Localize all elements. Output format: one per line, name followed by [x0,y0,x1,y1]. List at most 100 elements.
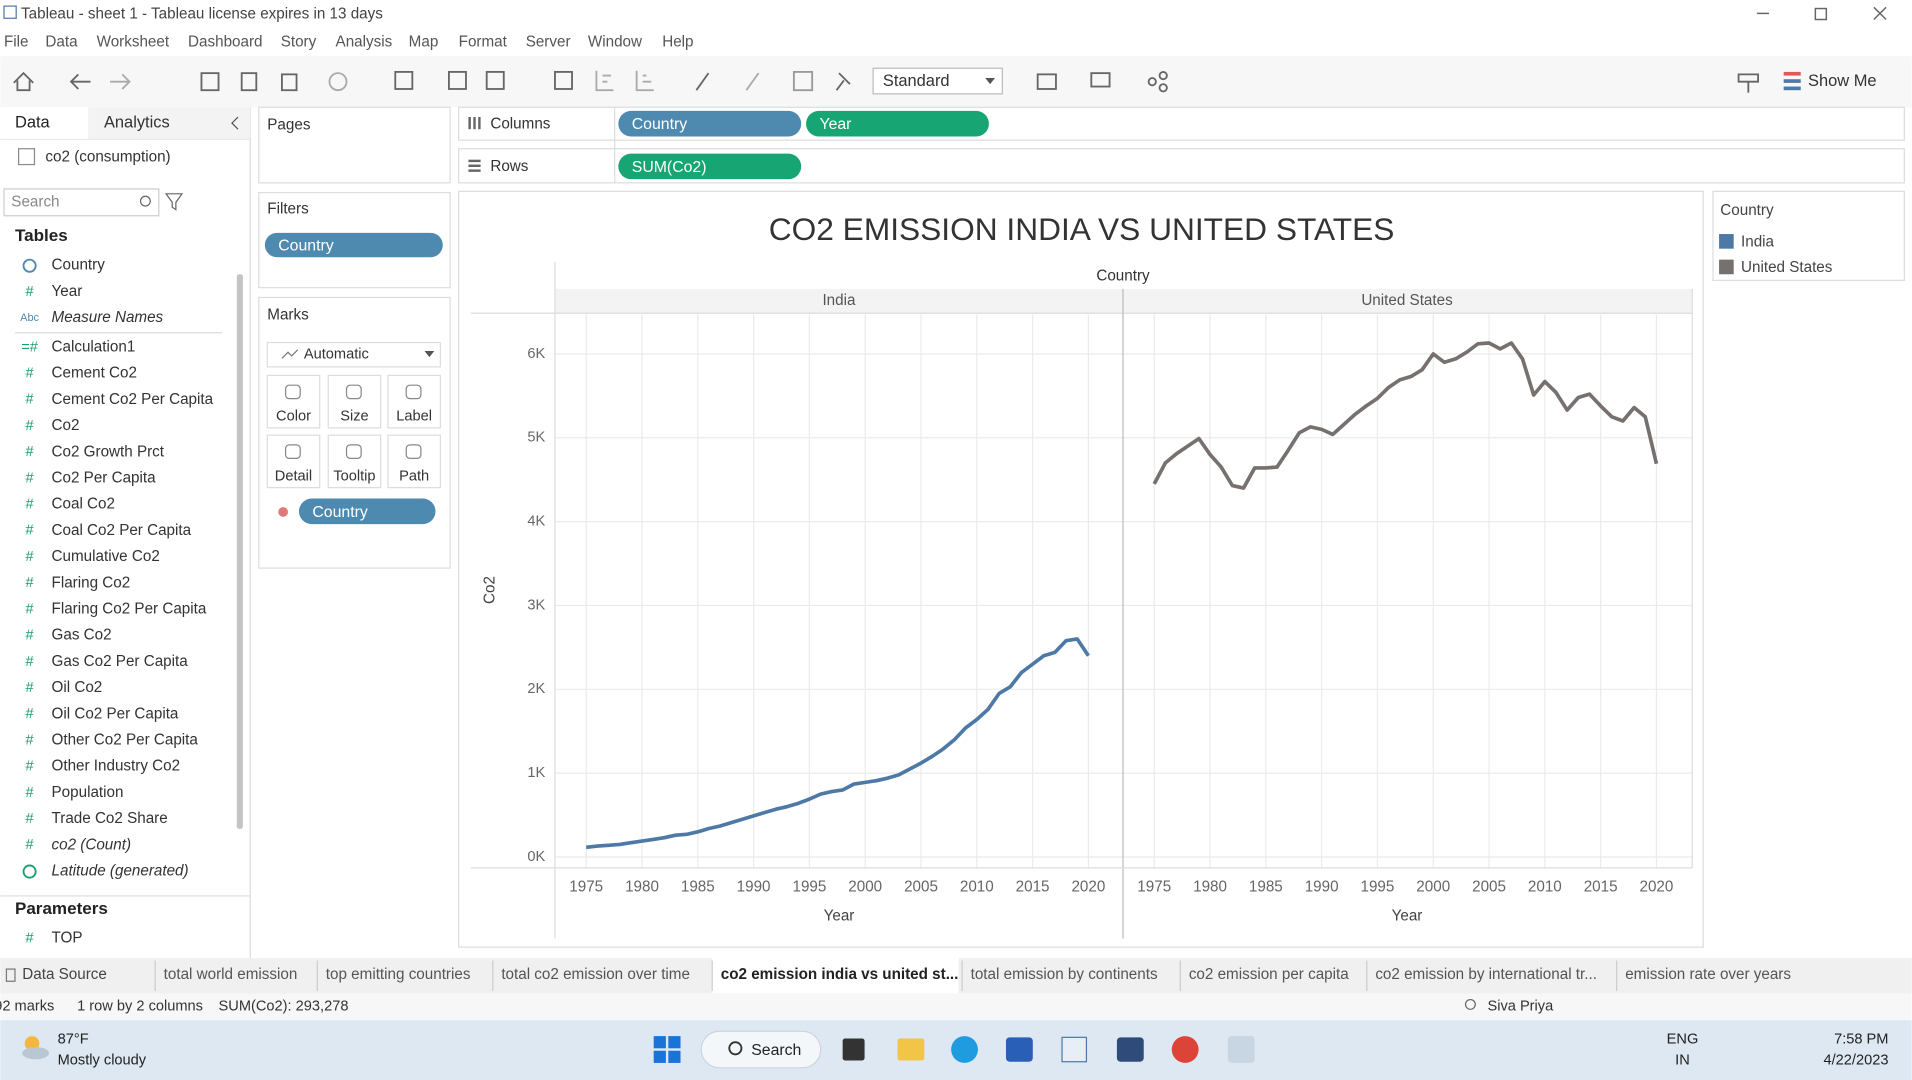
taskbar-search[interactable] [700,1030,822,1069]
sheet-tab[interactable]: total co2 emission over time [501,966,690,983]
field[interactable]: Other Industry Co2 [52,758,181,775]
field[interactable]: Measure Names [52,309,164,326]
mark-button[interactable] [327,374,382,429]
sheet-tab[interactable]: co2 emission per capita [1189,966,1349,983]
show-me[interactable]: Show Me [1808,72,1877,90]
field[interactable]: Gas Co2 Per Capita [52,653,189,670]
mark-button[interactable] [327,434,382,489]
app[interactable] [951,1036,978,1063]
mark-button[interactable] [387,374,441,429]
field[interactable]: Other Co2 Per Capita [52,732,199,749]
field[interactable]: Trade Co2 Share [52,810,168,827]
menu-item[interactable]: File [4,34,29,51]
pill[interactable] [264,232,443,258]
clear-icon[interactable] [485,71,505,90]
menu-item[interactable]: Map [409,34,439,51]
field[interactable]: Co2 Per Capita [52,469,157,486]
close[interactable] [1873,6,1887,21]
mark-button[interactable] [387,434,441,489]
search-box[interactable] [3,188,160,217]
menu-item[interactable]: Analysis [336,34,393,51]
menu-item[interactable]: Format [459,34,508,51]
menu-item[interactable]: Help [662,34,693,51]
field[interactable]: Co2 [52,417,80,434]
field[interactable]: Cement Co2 Per Capita [52,391,214,408]
field[interactable]: Oil Co2 Per Capita [52,705,179,722]
sheet-tab[interactable]: emission rate over years [1625,966,1791,983]
field[interactable]: Coal Co2 Per Capita [52,522,192,539]
presentation-icon[interactable] [1090,72,1111,88]
start-button[interactable] [653,1036,681,1063]
app[interactable] [1061,1036,1088,1063]
field[interactable]: Flaring Co2 [52,574,131,591]
home-icon[interactable] [13,71,34,92]
menu-item[interactable]: Worksheet [97,34,170,51]
field[interactable]: Country [52,257,106,274]
tab[interactable]: Analytics [104,113,170,131]
user[interactable]: Siva Priya [1487,999,1554,1015]
menu-item[interactable]: Window [588,34,643,51]
scrollbar[interactable] [236,274,243,829]
app[interactable] [1005,1037,1033,1062]
collapse-icon[interactable] [231,116,239,130]
field[interactable]: co2 (Count) [52,836,132,853]
duplicate-icon[interactable] [447,71,467,90]
pill[interactable] [298,498,436,525]
menu-item[interactable]: Dashboard [188,34,262,51]
field[interactable]: Calculation1 [52,338,136,355]
app[interactable] [897,1038,925,1061]
tab[interactable]: Data [15,113,51,131]
app[interactable] [1116,1037,1144,1062]
app[interactable] [1227,1036,1255,1063]
field[interactable]: Flaring Co2 Per Capita [52,600,207,617]
pill[interactable] [618,153,802,180]
cards-icon[interactable] [1036,73,1057,90]
save-icon[interactable] [200,72,220,92]
menu-item[interactable]: Server [526,34,571,51]
mark-button[interactable] [266,374,321,429]
app[interactable] [1171,1036,1199,1063]
sheet-tab[interactable]: co2 emission by international tr... [1375,966,1597,983]
field[interactable]: Coal Co2 [52,496,115,513]
mark-type-dropdown[interactable] [266,341,441,368]
highlight-icon[interactable] [695,72,710,91]
new-sheet-icon[interactable] [394,71,414,90]
menu-item[interactable]: Data [45,34,78,51]
share-icon[interactable] [1147,77,1157,87]
menu-item[interactable]: Story [281,34,317,51]
field[interactable]: Latitude (generated) [52,863,189,880]
field[interactable]: Cement Co2 [52,365,137,382]
field[interactable]: Cumulative Co2 [52,548,160,565]
field[interactable]: Gas Co2 [52,627,112,644]
swap-icon[interactable] [554,71,573,90]
field[interactable]: Year [52,283,83,300]
user-icon [1464,998,1476,1010]
refresh-icon[interactable] [328,72,348,92]
field[interactable]: Co2 Growth Prct [52,443,165,460]
app[interactable] [842,1038,865,1061]
sheet-tab[interactable]: total world emission [164,966,298,983]
sort-desc-icon[interactable] [635,70,654,92]
sheet-tab[interactable]: co2 emission india vs united st... [721,966,959,983]
redo-icon[interactable] [110,73,131,90]
new-ds-icon[interactable] [240,72,258,92]
group-icon[interactable] [745,72,760,91]
mark-button[interactable] [266,434,321,489]
labels-icon[interactable] [792,71,814,92]
pill[interactable] [806,110,989,137]
data-source-tab[interactable]: Data Source [22,966,107,983]
sheet-tab[interactable]: top emitting countries [326,966,471,983]
field[interactable]: TOP [52,930,83,947]
fit-dropdown[interactable] [872,67,1003,95]
pause-icon[interactable] [281,73,298,92]
pin-icon[interactable] [835,72,851,91]
format-icon[interactable] [1737,73,1759,93]
pill[interactable] [618,110,802,137]
sheet-tab[interactable]: total emission by continents [971,966,1158,983]
sort-asc-icon[interactable] [595,70,614,92]
filter-icon[interactable] [164,193,184,211]
restore[interactable] [1814,7,1828,21]
field[interactable]: Population [52,784,124,801]
undo-icon[interactable] [69,73,91,90]
field[interactable]: Oil Co2 [52,679,103,696]
